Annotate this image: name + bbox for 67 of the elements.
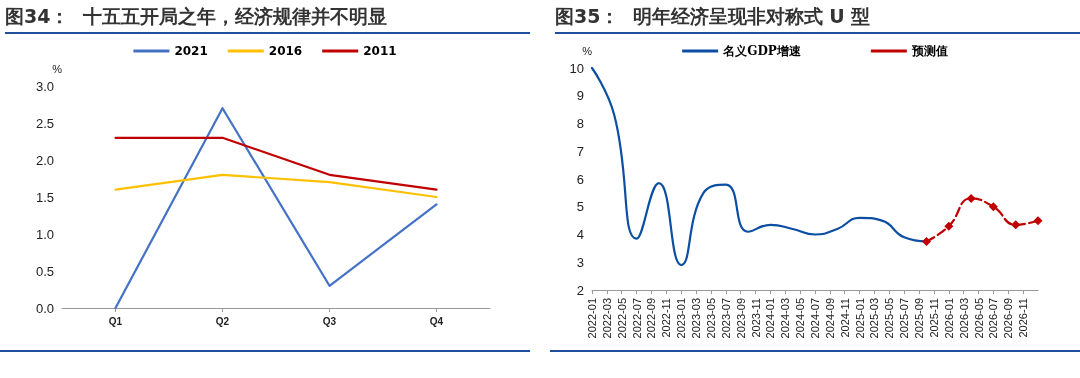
y-tick-label: 2.0 — [35, 152, 54, 168]
point — [1033, 216, 1043, 226]
y-tick-label: 5 — [576, 199, 584, 215]
point — [944, 221, 954, 231]
point — [922, 236, 931, 246]
point — [1011, 220, 1021, 230]
x-tick-label: 2026-11 — [1017, 298, 1030, 338]
x-tick-label: 2025-11 — [927, 298, 940, 338]
x-tick-label: 2023-03 — [690, 298, 703, 339]
point — [988, 202, 998, 212]
x-tick-label: Q2 — [215, 315, 230, 327]
y-tick-label: 8 — [576, 116, 584, 131]
y-tick-label: 1.5 — [35, 189, 54, 205]
y-tick-label: 10 — [569, 60, 584, 76]
x-tick-label: 2026-03 — [957, 298, 970, 339]
legend-label: 预测值 — [910, 44, 948, 58]
y-tick-label: 1.0 — [35, 226, 54, 242]
x-tick-label: 2024-03 — [779, 298, 792, 339]
x-tick-label: 2023-07 — [719, 298, 732, 339]
x-tick-label: 2024-01 — [764, 298, 777, 339]
x-tick-label: 2022-11 — [660, 298, 673, 338]
x-tick-label: 2024-07 — [809, 298, 821, 339]
y-axis-title: % — [52, 62, 63, 75]
x-tick-label: 2026-09 — [1002, 298, 1015, 339]
x-tick-label: 2025-09 — [913, 298, 926, 339]
line-series — [114, 173, 438, 199]
x-tick-label: 2024-05 — [794, 298, 807, 339]
x-tick-label: Q4 — [429, 315, 444, 327]
point — [966, 193, 976, 203]
y-tick-label: 4 — [576, 227, 584, 242]
x-tick-label: 2023-05 — [704, 298, 717, 339]
y-tick-label: 7 — [576, 143, 584, 159]
x-tick-label: 2022-03 — [600, 298, 613, 339]
x-tick-label: 2023-11 — [749, 298, 762, 338]
legend-label: 2011 — [363, 44, 397, 58]
y-tick-label: 3 — [576, 254, 584, 270]
x-tick-label: Q3 — [322, 315, 337, 327]
line-series — [114, 107, 438, 310]
chart-title: 图34： 十五五开局之年，经济规律并不明显 — [5, 0, 530, 34]
y-tick-label: 0.5 — [35, 263, 54, 279]
x-tick-label: 2025-03 — [868, 298, 881, 339]
x-tick-label: Q1 — [108, 315, 123, 327]
y-axis-title: % — [582, 44, 593, 57]
legend-label: 2016 — [268, 44, 303, 58]
y-tick-label: 0.0 — [35, 300, 54, 316]
x-tick-label: 2025-07 — [898, 298, 911, 339]
x-tick-label: 2024-11 — [838, 298, 851, 338]
x-tick-label: 2025-05 — [883, 298, 896, 339]
x-tick-label: 2026-07 — [987, 298, 1000, 339]
x-tick-label: 2023-09 — [734, 298, 747, 339]
x-tick-label: 2025-01 — [853, 298, 866, 339]
x-tick-label: 2022-07 — [630, 298, 643, 339]
chart-title: 图35： 明年经济呈现非对称式 U 型 — [555, 0, 1080, 34]
x-tick-label: 2022-05 — [615, 298, 628, 339]
x-tick-label: 2026-05 — [972, 298, 985, 339]
y-tick-label: 3.0 — [35, 78, 54, 94]
y-tick-label: 2 — [576, 282, 584, 298]
x-tick-label: 2026-01 — [942, 298, 955, 339]
x-tick-label: 2022-09 — [645, 298, 658, 339]
legend-label: 2021 — [174, 44, 208, 58]
x-tick-label: 2024-09 — [823, 298, 836, 339]
y-tick-label: 6 — [576, 171, 584, 187]
x-tick-label: 2022-01 — [586, 298, 598, 339]
y-tick-label: 2.5 — [35, 115, 54, 131]
y-tick-label: 9 — [576, 88, 584, 104]
x-tick-label: 2023-01 — [675, 298, 688, 339]
legend-label: 名义GDP增速 — [722, 44, 802, 58]
